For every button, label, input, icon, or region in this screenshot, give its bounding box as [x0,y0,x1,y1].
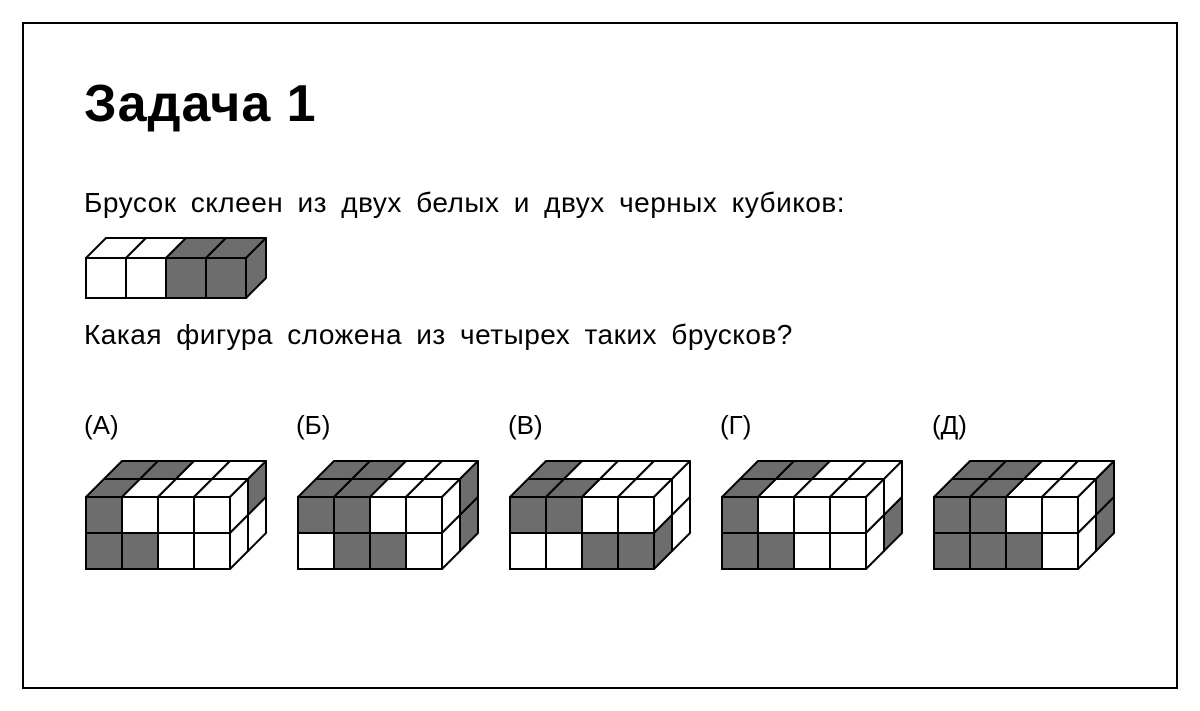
option-label: (Г) [720,410,904,441]
answer-option: (Д) [932,410,1116,571]
problem-title: Задача 1 [84,74,1116,134]
option-figure [84,459,268,571]
reference-figure-wrap [84,236,1116,300]
answer-option: (В) [508,410,692,571]
answer-options: (А) (Б) (В) (Г) (Д) [84,410,1116,571]
option-figure [932,459,1116,571]
page-frame: { "colors": { "white": "#ffffff", "black… [22,22,1178,689]
option-figure [720,459,904,571]
problem-question: Какая фигура сложена из четырех таких бр… [84,314,1116,356]
answer-option: (А) [84,410,268,571]
problem-prompt: Брусок склеен из двух белых и двух черны… [84,182,1116,224]
option-label: (Б) [296,410,480,441]
option-figure [296,459,480,571]
answer-option: (Г) [720,410,904,571]
option-figure [508,459,692,571]
answer-option: (Б) [296,410,480,571]
option-label: (В) [508,410,692,441]
option-label: (Д) [932,410,1116,441]
reference-figure [84,236,1116,300]
option-label: (А) [84,410,268,441]
